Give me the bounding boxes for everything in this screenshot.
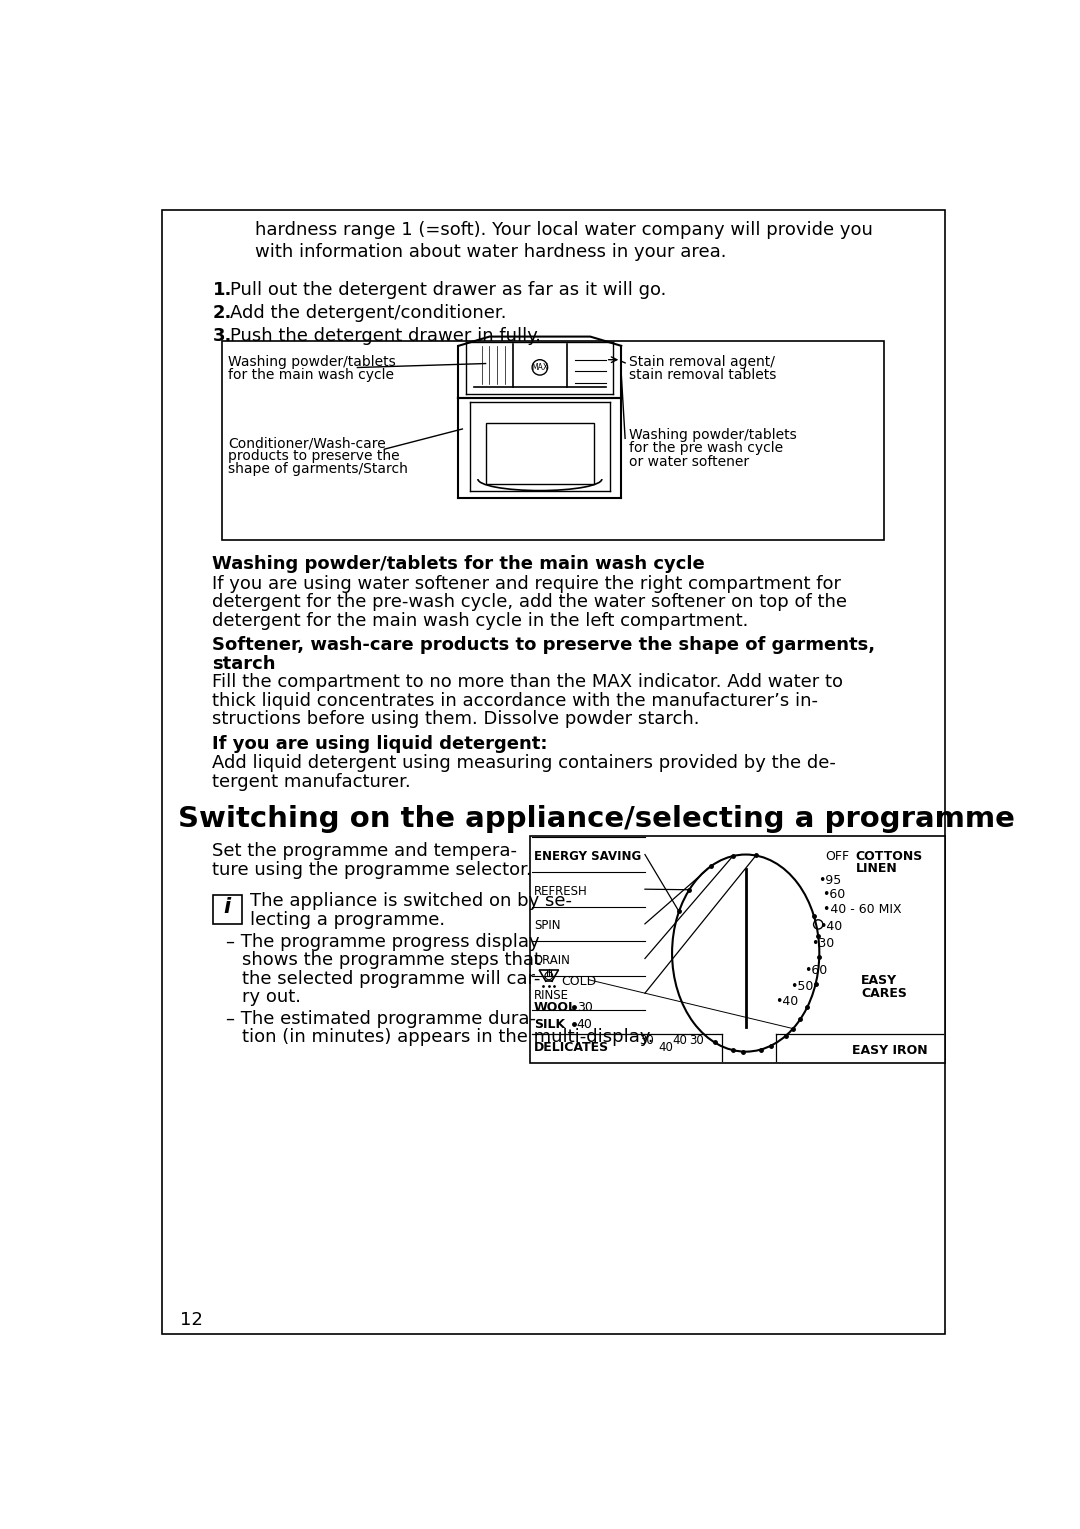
Text: MAX: MAX (531, 362, 549, 372)
Text: Pull out the detergent drawer as far as it will go.: Pull out the detergent drawer as far as … (230, 281, 666, 300)
Bar (486, 424, 594, 485)
Text: with information about water hardness in your area.: with information about water hardness in… (255, 243, 727, 261)
Bar (221, 341, 885, 540)
Text: shows the programme steps that: shows the programme steps that (242, 951, 541, 969)
Text: hardness range 1 (=soft). Your local water company will provide you: hardness range 1 (=soft). Your local wat… (255, 222, 873, 239)
Text: •95: •95 (818, 875, 841, 887)
Text: or water softener: or water softener (629, 454, 750, 468)
Text: If you are using liquid detergent:: If you are using liquid detergent: (213, 735, 548, 752)
Text: Fill the compartment to no more than the MAX indicator. Add water to: Fill the compartment to no more than the… (213, 673, 843, 691)
Text: Add the detergent/conditioner.: Add the detergent/conditioner. (230, 304, 507, 323)
Text: DRAIN: DRAIN (535, 954, 571, 966)
Text: SPIN: SPIN (535, 919, 561, 933)
Text: REFRESH: REFRESH (535, 885, 588, 898)
Text: If you are using water softener and require the right compartment for: If you are using water softener and requ… (213, 575, 841, 593)
Text: RINSE: RINSE (535, 989, 569, 1001)
Text: OFF: OFF (825, 850, 850, 862)
Text: lecting a programme.: lecting a programme. (249, 911, 445, 930)
Text: The appliance is switched on by se-: The appliance is switched on by se- (249, 891, 571, 910)
Text: detergent for the pre-wash cycle, add the water softener on top of the: detergent for the pre-wash cycle, add th… (213, 593, 848, 612)
Text: Washing powder/tablets: Washing powder/tablets (228, 355, 395, 368)
Text: Washing powder/tablets: Washing powder/tablets (629, 428, 797, 442)
Text: 30: 30 (689, 1034, 704, 1046)
Text: WOOL: WOOL (535, 1001, 577, 1014)
Text: 40: 40 (577, 1018, 593, 1031)
Text: tion (in minutes) appears in the multi-display.: tion (in minutes) appears in the multi-d… (242, 1027, 653, 1046)
Text: shape of garments/Starch: shape of garments/Starch (228, 462, 408, 476)
Text: DELICATES: DELICATES (535, 1041, 609, 1055)
Text: •40 - 60 MIX: •40 - 60 MIX (823, 904, 902, 916)
Text: structions before using them. Dissolve powder starch.: structions before using them. Dissolve p… (213, 709, 700, 728)
Text: for the pre wash cycle: for the pre wash cycle (629, 442, 783, 456)
Text: Set the programme and tempera-: Set the programme and tempera- (213, 842, 517, 859)
Text: EASY IRON: EASY IRON (852, 1044, 928, 1058)
Text: ry out.: ry out. (242, 988, 301, 1006)
Text: EASY: EASY (861, 974, 897, 988)
Text: Stain removal agent/: Stain removal agent/ (629, 355, 774, 368)
Text: LINEN: LINEN (855, 862, 897, 875)
Text: 3.: 3. (213, 327, 232, 346)
Text: i: i (224, 898, 231, 917)
Text: products to preserve the: products to preserve the (228, 450, 400, 463)
Text: thick liquid concentrates in accordance with the manufacturer’s in-: thick liquid concentrates in accordance … (213, 691, 819, 709)
Text: 40: 40 (672, 1034, 687, 1046)
Text: Switching on the appliance/selecting a programme: Switching on the appliance/selecting a p… (177, 804, 1014, 833)
Text: tergent manufacturer.: tergent manufacturer. (213, 772, 411, 790)
Text: – The programme progress display: – The programme progress display (227, 933, 540, 951)
Text: – The estimated programme dura-: – The estimated programme dura- (227, 1009, 537, 1027)
Text: Conditioner/Wash-care: Conditioner/Wash-care (228, 436, 386, 450)
Text: starch: starch (213, 654, 276, 673)
Bar (213, 894, 242, 924)
Text: Push the detergent drawer in fully.: Push the detergent drawer in fully. (230, 327, 541, 346)
Text: SILK: SILK (535, 1018, 565, 1031)
Text: Washing powder/tablets for the main wash cycle: Washing powder/tablets for the main wash… (213, 555, 705, 573)
Text: for the main wash cycle: for the main wash cycle (228, 367, 394, 382)
Text: stain removal tablets: stain removal tablets (629, 367, 777, 382)
Text: •40: •40 (774, 995, 798, 1008)
Text: COTTONS: COTTONS (855, 850, 923, 862)
Text: 40: 40 (658, 1041, 673, 1055)
Text: ture using the programme selector.: ture using the programme selector. (213, 861, 532, 879)
Text: 1.: 1. (213, 281, 232, 300)
Text: ENERGY SAVING: ENERGY SAVING (535, 850, 642, 862)
Text: 2.: 2. (213, 304, 232, 323)
Text: COLD: COLD (562, 976, 596, 988)
Bar (530, 836, 945, 1063)
Text: 30: 30 (577, 1001, 593, 1014)
Text: the selected programme will car-: the selected programme will car- (242, 969, 540, 988)
Text: 30: 30 (638, 1034, 653, 1046)
Text: •40: •40 (820, 920, 842, 933)
Text: 12: 12 (180, 1310, 203, 1329)
Text: •50: •50 (789, 980, 813, 992)
Text: •60: •60 (822, 888, 846, 901)
Text: detergent for the main wash cycle in the left compartment.: detergent for the main wash cycle in the… (213, 612, 748, 630)
Text: •60: •60 (805, 965, 827, 977)
Text: Add liquid detergent using measuring containers provided by the de-: Add liquid detergent using measuring con… (213, 754, 836, 772)
Text: Softener, wash-care products to preserve the shape of garments,: Softener, wash-care products to preserve… (213, 636, 876, 654)
Text: CARES: CARES (861, 986, 907, 1000)
Text: •30: •30 (811, 937, 835, 951)
